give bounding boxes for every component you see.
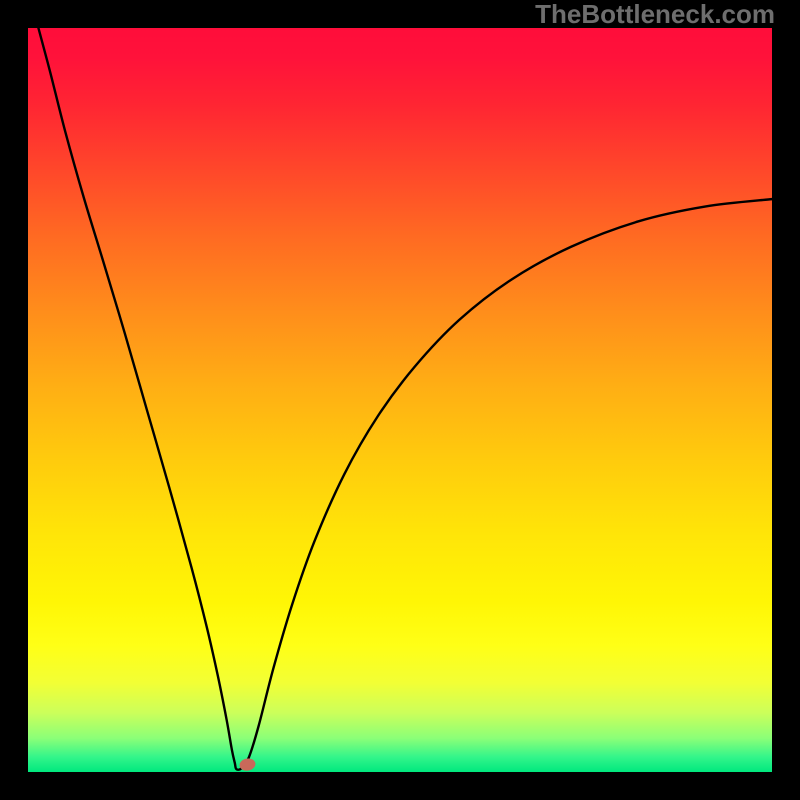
watermark-text: TheBottleneck.com — [535, 0, 775, 29]
bottleneck-chart: TheBottleneck.com — [0, 0, 800, 800]
chart-background — [28, 28, 772, 772]
